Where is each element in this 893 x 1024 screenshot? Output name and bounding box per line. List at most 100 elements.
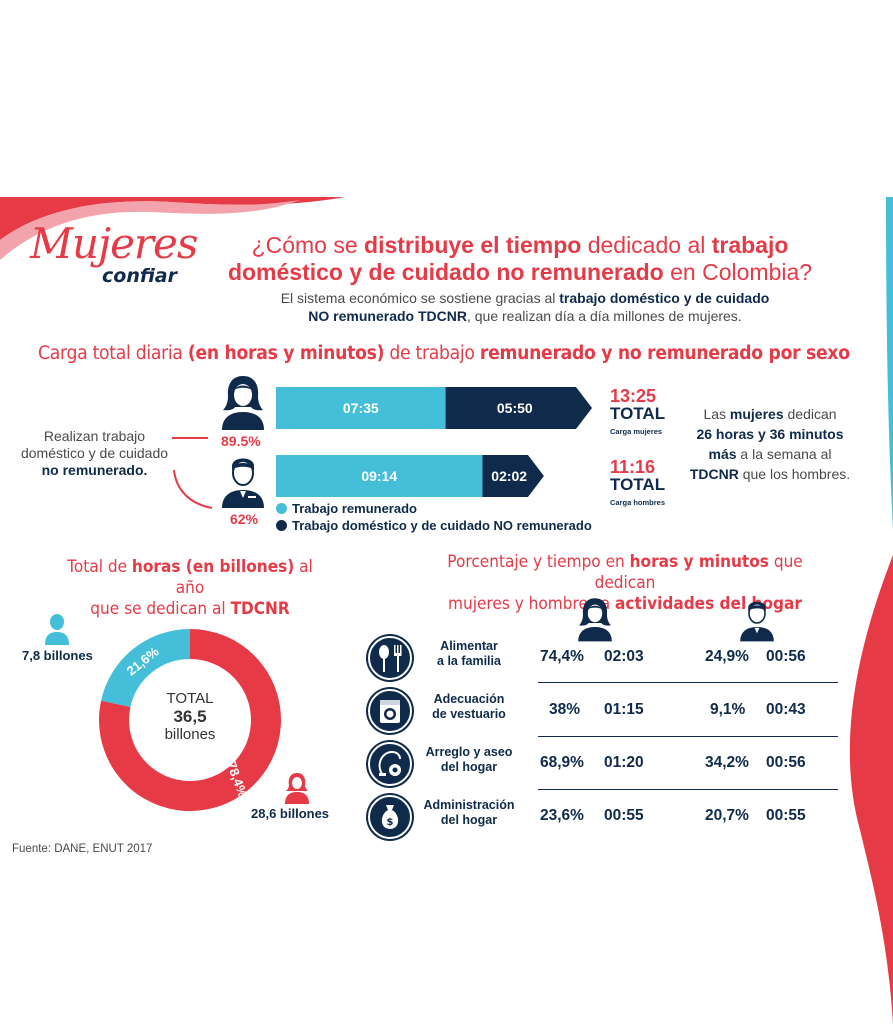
- logo-main: Mujeres: [30, 219, 198, 268]
- heading-part: Porcentaje y tiempo en: [447, 552, 630, 571]
- logo-sub: confiar: [102, 265, 177, 287]
- legend-swatch-navy: [276, 520, 287, 531]
- women-pct: 23,6%: [540, 807, 584, 824]
- men-time: 00:56: [766, 648, 806, 665]
- man-column-icon: [740, 601, 774, 642]
- title-part: en Colombia?: [663, 259, 813, 285]
- bar-legend: Trabajo remunerado Trabajo doméstico y d…: [276, 501, 592, 533]
- legend-swatch-cyan: [276, 503, 287, 514]
- men-pct: 9,1%: [710, 701, 746, 718]
- activity-label: Alimentar a la familia: [416, 639, 522, 669]
- heading-part: Total de: [67, 557, 132, 576]
- label-line: Alimentar: [440, 639, 498, 653]
- title-part-bold: distribuye el tiempo: [364, 232, 582, 258]
- right-note-line: TDCNR que los hombres.: [680, 464, 860, 484]
- activity-label: Adecuación de vestuario: [416, 692, 522, 722]
- subtitle-part: , que realizan día a día millones de muj…: [466, 308, 742, 324]
- men-billions-label: 7,8 billones: [22, 648, 93, 663]
- svg-text:$: $: [387, 817, 394, 828]
- activity-row-clothing: Adecuación de vestuario 38% 01:15 9,1% 00…: [368, 689, 838, 733]
- woman-small-icon: [285, 773, 309, 804]
- heading-part-bold: remunerado y no remunerado por sexo: [479, 343, 850, 364]
- note-part-bold: mujeres: [729, 406, 784, 422]
- donut-center-value: 36,5: [173, 707, 207, 726]
- activity-label: Administración del hogar: [416, 798, 522, 828]
- note-part-bold: más: [708, 446, 737, 462]
- heading-part: de trabajo: [384, 343, 480, 364]
- legend-item-paid: Trabajo remunerado: [276, 501, 592, 516]
- title-part-bold: doméstico y de cuidado no remunerado: [227, 259, 664, 285]
- man-small-icon: [45, 614, 69, 645]
- women-total-sub: Carga mujeres: [610, 427, 663, 436]
- activity-label: Arreglo y aseo del hogar: [416, 745, 522, 775]
- women-time: 00:55: [604, 807, 644, 824]
- brand-logo: Mujeres confiar: [30, 219, 198, 302]
- activity-row-food: Alimentar a la familia 74,4% 02:03 24,9% …: [368, 636, 838, 680]
- heading-line: Porcentaje y tiempo en horas y minutos q…: [425, 551, 825, 593]
- heading-part-bold: TDCNR: [230, 599, 290, 618]
- label-line: Administración: [423, 798, 515, 812]
- legend-item-unpaid: Trabajo doméstico y de cuidado NO remune…: [276, 518, 592, 533]
- subtitle-part: El sistema económico se sostiene gracias…: [280, 290, 560, 306]
- legend-label: Trabajo doméstico y de cuidado NO remune…: [292, 518, 592, 533]
- top-left-wave: [0, 197, 345, 240]
- men-time: 00:55: [766, 807, 806, 824]
- woman-column-icon: [578, 598, 612, 642]
- side-note-line-bold: no remunerado.: [41, 462, 148, 478]
- heading-line: que se dedican al TDCNR: [51, 598, 330, 619]
- title-line-1: ¿Cómo se distribuye el tiempo dedicado a…: [190, 232, 850, 259]
- donut-center: TOTAL 36,5 billones: [140, 690, 240, 743]
- annual-hours-donut-chart: 21,6%78,4%: [99, 629, 281, 811]
- page-subtitle: El sistema económico se sostiene gracias…: [205, 289, 845, 325]
- label-line: a la familia: [437, 654, 501, 668]
- donut-center-unit: billones: [164, 726, 216, 743]
- women-pct: 74,4%: [540, 648, 584, 665]
- side-note-line: doméstico y de cuidado: [20, 445, 169, 461]
- women-time: 02:03: [604, 648, 644, 665]
- women-total-block: 13:25 TOTAL Carga mujeres: [610, 387, 665, 441]
- heading-part: mujeres y hombres a: [448, 594, 616, 613]
- row-divider: [538, 682, 838, 683]
- men-pct: 24,9%: [705, 648, 749, 665]
- women-percentage: 89.5%: [221, 433, 261, 449]
- bar-segment-paid-men: [276, 455, 483, 497]
- side-note: Realizan trabajo doméstico y de cuidado …: [12, 428, 177, 479]
- women-pct: 38%: [549, 701, 581, 718]
- woman-icon: [222, 376, 264, 430]
- top-left-wave-pink: [0, 200, 300, 260]
- activity-row-cleaning: Arreglo y aseo del hogar 68,9% 01:20 34,2…: [368, 742, 838, 786]
- bar-segment-paid-women: [276, 387, 446, 429]
- bar-value-label: 05:50: [497, 400, 533, 416]
- right-note: Las mujeres dedican 26 horas y 36 minuto…: [680, 404, 860, 484]
- washing-machine-icon: [368, 689, 412, 733]
- daily-load-bar-chart: 07:35 05:50 09:14 02:02: [276, 387, 592, 497]
- note-part-bold: 26 horas y 36 minutos: [696, 426, 844, 442]
- heading-line: Total de horas (en billones) al año: [51, 556, 330, 598]
- women-pct: 68,9%: [540, 754, 584, 771]
- page-title: ¿Cómo se distribuye el tiempo dedicado a…: [190, 232, 850, 286]
- bar-segment-unpaid-women: [445, 387, 592, 429]
- subtitle-part-bold: trabajo doméstico y de cuidado: [559, 290, 770, 306]
- subtitle-part-bold: NO remunerado TDCNR: [308, 308, 467, 324]
- donut-slice-men: [101, 629, 191, 708]
- bar-segment-unpaid-men: [482, 455, 544, 497]
- women-time: 01:15: [604, 701, 644, 718]
- title-part: dedicado al: [581, 232, 712, 258]
- vacuum-icon: [368, 742, 412, 786]
- right-cyan-stripe: [886, 197, 893, 530]
- activity-row-administration: $ Administración del hogar 23,6% 00:55 20…: [368, 795, 838, 839]
- heading-part: que se dedican al: [90, 599, 231, 618]
- bar-value-label: 02:02: [491, 468, 527, 484]
- men-percentage: 62%: [230, 511, 259, 527]
- label-line: del hogar: [440, 813, 498, 827]
- donut-center-label: TOTAL: [166, 690, 214, 707]
- note-part: dedican: [783, 406, 837, 422]
- men-pct: 34,2%: [705, 754, 749, 771]
- men-time: 00:43: [766, 701, 806, 718]
- men-total-sub: Carga hombres: [610, 498, 666, 507]
- label-line: Arreglo y aseo: [425, 745, 513, 759]
- subtitle-line-2: NO remunerado TDCNR, que realizan día a …: [205, 307, 845, 325]
- man-icon: [222, 458, 264, 508]
- money-bag-icon: $: [368, 795, 412, 839]
- side-note-line: Realizan trabajo: [43, 428, 146, 444]
